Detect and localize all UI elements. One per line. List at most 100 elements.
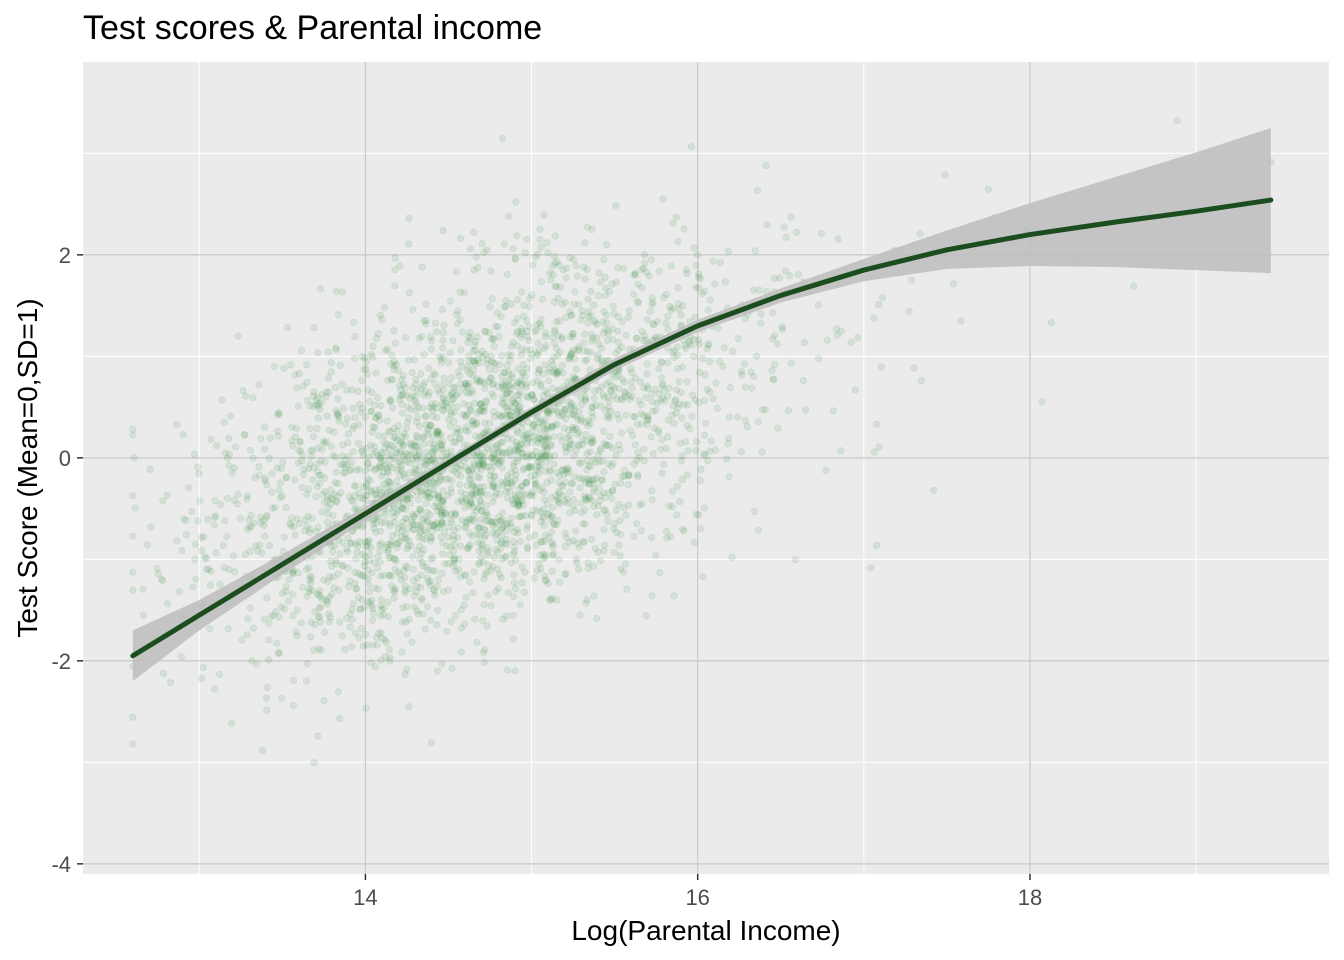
scatter-point [318, 508, 326, 516]
scatter-point [584, 295, 592, 304]
scatter-point [524, 393, 533, 401]
scatter-point [400, 429, 408, 438]
scatter-point [581, 357, 589, 365]
scatter-point [229, 552, 238, 560]
scatter-point [315, 587, 324, 595]
scatter-point [597, 476, 606, 485]
scatter-point [577, 414, 586, 423]
scatter-point [516, 333, 525, 342]
scatter-point [412, 380, 420, 388]
scatter-point [503, 540, 511, 549]
scatter-point [692, 446, 700, 455]
scatter-point [507, 451, 515, 459]
scatter-point [564, 464, 572, 472]
scatter-point [590, 502, 598, 511]
scatter-point [540, 211, 548, 219]
scatter-point [398, 467, 406, 475]
scatter-point [348, 615, 356, 624]
scatter-point [529, 379, 537, 387]
scatter-point [437, 445, 445, 453]
scatter-point [308, 514, 316, 523]
scatter-point [515, 406, 523, 414]
scatter-point [367, 659, 375, 667]
scatter-point [581, 495, 590, 503]
scatter-point [568, 423, 577, 432]
scatter-point [370, 558, 379, 567]
scatter-point [460, 288, 468, 297]
scatter-point [528, 392, 537, 400]
scatter-point [601, 284, 610, 292]
scatter-point [243, 492, 252, 500]
scatter-point [249, 624, 258, 632]
scatter-point [403, 391, 411, 399]
scatter-point [585, 307, 593, 316]
scatter-point [392, 557, 401, 565]
scatter-point [332, 560, 341, 568]
scatter-point [467, 500, 475, 508]
scatter-point [364, 574, 372, 583]
scatter-point [357, 624, 366, 633]
scatter-point [429, 370, 438, 378]
scatter-point [358, 596, 366, 604]
scatter-point [527, 511, 535, 519]
scatter-point [513, 496, 521, 504]
scatter-point [540, 537, 548, 546]
scatter-point [293, 606, 301, 614]
scatter-point [683, 378, 691, 386]
scatter-point [541, 426, 549, 434]
scatter-point [439, 353, 448, 362]
scatter-point [877, 363, 886, 371]
scatter-point [433, 606, 442, 614]
scatter-point [444, 415, 453, 424]
scatter-point [216, 500, 225, 509]
scatter-point [399, 371, 408, 380]
scatter-point [566, 488, 574, 496]
scatter-point [129, 492, 137, 500]
scatter-point [246, 547, 254, 555]
scatter-point [394, 506, 402, 515]
scatter-point [305, 588, 313, 596]
scatter-point [479, 461, 487, 470]
scatter-point [420, 350, 428, 359]
scatter-point [706, 296, 714, 304]
scatter-point [325, 593, 334, 601]
scatter-point [657, 359, 666, 367]
scatter-point [414, 443, 422, 451]
scatter-point [293, 632, 301, 640]
scatter-point [419, 545, 428, 554]
scatter-point [633, 420, 642, 429]
scatter-point [334, 479, 342, 488]
scatter-point [412, 466, 420, 474]
scatter-point [600, 468, 608, 476]
scatter-point [242, 392, 250, 400]
scatter-point [456, 480, 464, 489]
scatter-point [426, 403, 434, 412]
scatter-point [566, 352, 575, 361]
scatter-point [399, 452, 408, 460]
scatter-point [273, 464, 282, 472]
scatter-point [385, 657, 394, 665]
scatter-point [640, 331, 649, 340]
scatter-point [464, 333, 473, 341]
scatter-point [159, 497, 167, 505]
scatter-point [337, 488, 345, 497]
scatter-point [385, 554, 393, 562]
scatter-point [439, 498, 447, 506]
scatter-point [464, 544, 472, 553]
scatter-point [377, 401, 385, 410]
scatter-point [363, 459, 371, 468]
scatter-point [302, 361, 311, 369]
scatter-point [590, 317, 599, 325]
scatter-point [489, 359, 498, 367]
scatter-point [402, 425, 411, 433]
scatter-point [438, 539, 447, 547]
scatter-point [515, 502, 523, 511]
scatter-point [413, 453, 421, 462]
scatter-point [709, 394, 717, 403]
scatter-point [388, 531, 396, 540]
scatter-point [447, 618, 455, 626]
scatter-point [265, 619, 273, 628]
scatter-point [677, 414, 686, 422]
scatter-point [463, 544, 472, 552]
scatter-point [211, 512, 220, 520]
